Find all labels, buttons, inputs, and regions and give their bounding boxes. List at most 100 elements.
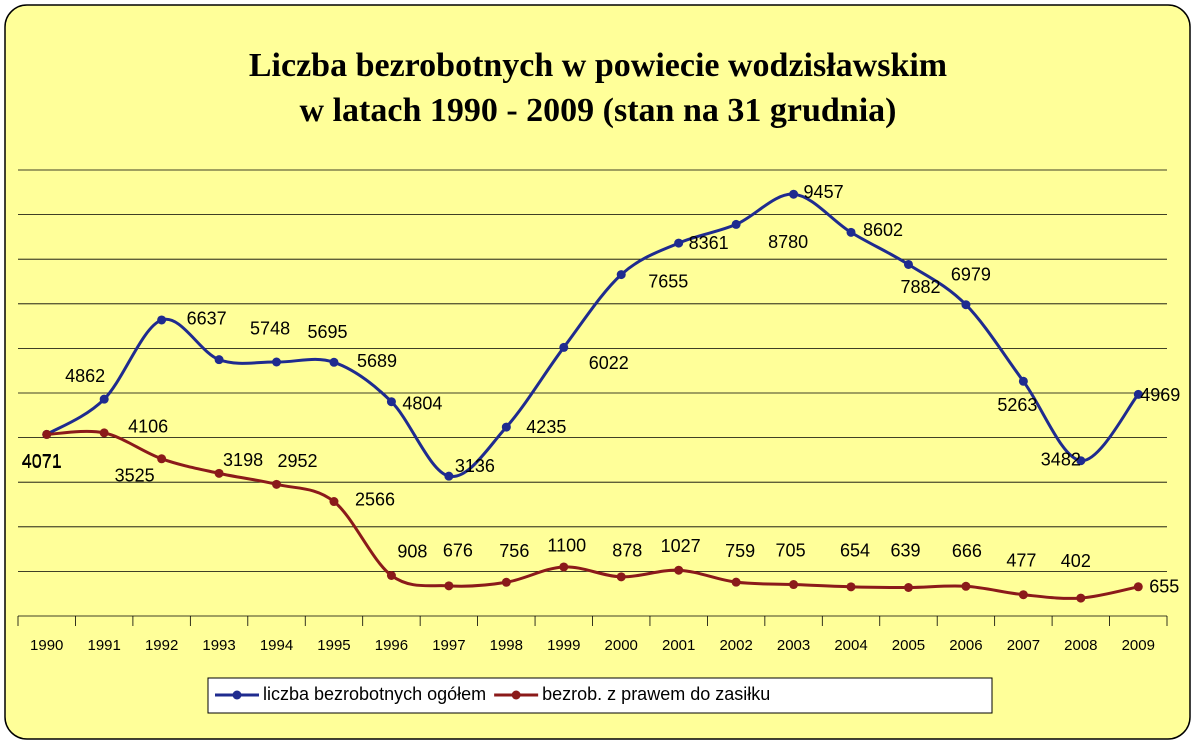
data-point: [616, 572, 626, 582]
x-tick-label: 2005: [892, 637, 925, 654]
data-label: 6979: [951, 264, 991, 284]
data-point: [961, 581, 971, 591]
x-tick-label: 1999: [547, 637, 580, 654]
data-point: [1076, 593, 1086, 603]
x-tick-label: 1996: [375, 637, 408, 654]
data-label: 705: [776, 540, 806, 560]
legend-marker: [511, 690, 521, 700]
data-label: 7882: [900, 277, 940, 297]
data-label: 908: [397, 541, 427, 561]
data-label: 759: [725, 541, 755, 561]
data-point: [1018, 590, 1028, 600]
x-tick-label: 2009: [1122, 637, 1155, 654]
data-label: 6637: [187, 309, 227, 329]
data-point: [1076, 456, 1086, 466]
data-point: [846, 582, 856, 592]
data-label: 6022: [589, 353, 629, 373]
x-tick-label: 2002: [719, 637, 752, 654]
chart-title: Liczba bezrobotnych w powiecie wodzisław…: [249, 47, 947, 84]
data-point: [444, 581, 454, 591]
data-point: [731, 577, 741, 587]
data-label: 1027: [661, 536, 701, 556]
x-tick-label: 2004: [834, 637, 867, 654]
data-point: [272, 357, 282, 367]
data-point: [559, 562, 569, 572]
data-label: 756: [499, 541, 529, 561]
data-point: [99, 428, 109, 438]
data-point: [157, 315, 167, 325]
data-label: 4862: [65, 366, 105, 386]
data-point: [329, 357, 339, 367]
data-label: 8602: [863, 220, 903, 240]
data-label: 5263: [997, 395, 1037, 415]
data-label: 4235: [526, 417, 566, 437]
x-tick-label: 1992: [145, 637, 178, 654]
x-tick-label: 1998: [490, 637, 523, 654]
data-point: [789, 189, 799, 199]
x-tick-label: 1995: [317, 637, 350, 654]
data-point: [501, 577, 511, 587]
x-tick-label: 1990: [30, 637, 63, 654]
data-label: 4071: [22, 452, 62, 472]
chart-frame: [4, 4, 1191, 740]
legend-label: bezrob. z prawem do zasiłku: [542, 684, 770, 704]
data-label: 655: [1149, 577, 1179, 597]
chart-title: w latach 1990 - 2009 (stan na 31 grudnia…: [300, 92, 897, 129]
x-tick-label: 1991: [87, 637, 120, 654]
data-label: 2952: [278, 451, 318, 471]
legend-marker: [232, 690, 242, 700]
data-point: [157, 454, 167, 464]
data-label: 3525: [115, 466, 155, 486]
data-label: 3136: [455, 456, 495, 476]
x-tick-label: 2008: [1064, 637, 1097, 654]
data-label: 4969: [1140, 385, 1180, 405]
data-label: 7655: [648, 271, 688, 291]
data-point: [789, 580, 799, 590]
legend-box: [207, 677, 993, 714]
data-label: 477: [1006, 550, 1036, 570]
data-label: 4804: [402, 393, 442, 413]
data-point: [903, 259, 913, 269]
data-point: [903, 583, 913, 593]
data-point: [214, 355, 224, 365]
data-label: 5695: [308, 322, 348, 342]
data-label: 5748: [250, 318, 290, 338]
data-point: [501, 422, 511, 432]
data-point: [731, 219, 741, 229]
data-point: [559, 342, 569, 352]
data-label: 9457: [804, 182, 844, 202]
data-point: [329, 497, 339, 507]
data-point: [961, 300, 971, 310]
data-label: 878: [612, 541, 642, 561]
data-label: 1100: [547, 536, 586, 556]
data-point: [272, 479, 282, 489]
data-point: [99, 394, 109, 404]
data-point: [1133, 389, 1143, 399]
data-point: [674, 565, 684, 575]
data-label: 8780: [768, 232, 808, 252]
x-tick-label: 2001: [662, 637, 695, 654]
data-point: [674, 238, 684, 248]
data-label: 4071: [22, 451, 62, 471]
data-label: 639: [890, 540, 920, 560]
data-point: [386, 571, 396, 581]
x-tick-label: 2003: [777, 637, 810, 654]
x-tick-label: 1994: [260, 637, 293, 654]
x-tick-label: 1997: [432, 637, 465, 654]
x-tick-label: 2007: [1007, 637, 1040, 654]
data-label: 2566: [355, 489, 395, 509]
data-label: 402: [1061, 551, 1091, 571]
data-point: [1133, 582, 1143, 592]
legend-label: liczba bezrobotnych ogółem: [263, 684, 486, 704]
x-tick-label: 1993: [202, 637, 235, 654]
x-tick-label: 2000: [605, 637, 638, 654]
x-tick-label: 2006: [949, 637, 982, 654]
data-label: 666: [952, 541, 982, 561]
data-label: 8361: [689, 233, 729, 253]
data-point: [214, 468, 224, 478]
data-label: 3198: [223, 450, 263, 470]
data-label: 676: [443, 541, 473, 561]
data-point: [846, 227, 856, 237]
data-point: [616, 270, 626, 280]
